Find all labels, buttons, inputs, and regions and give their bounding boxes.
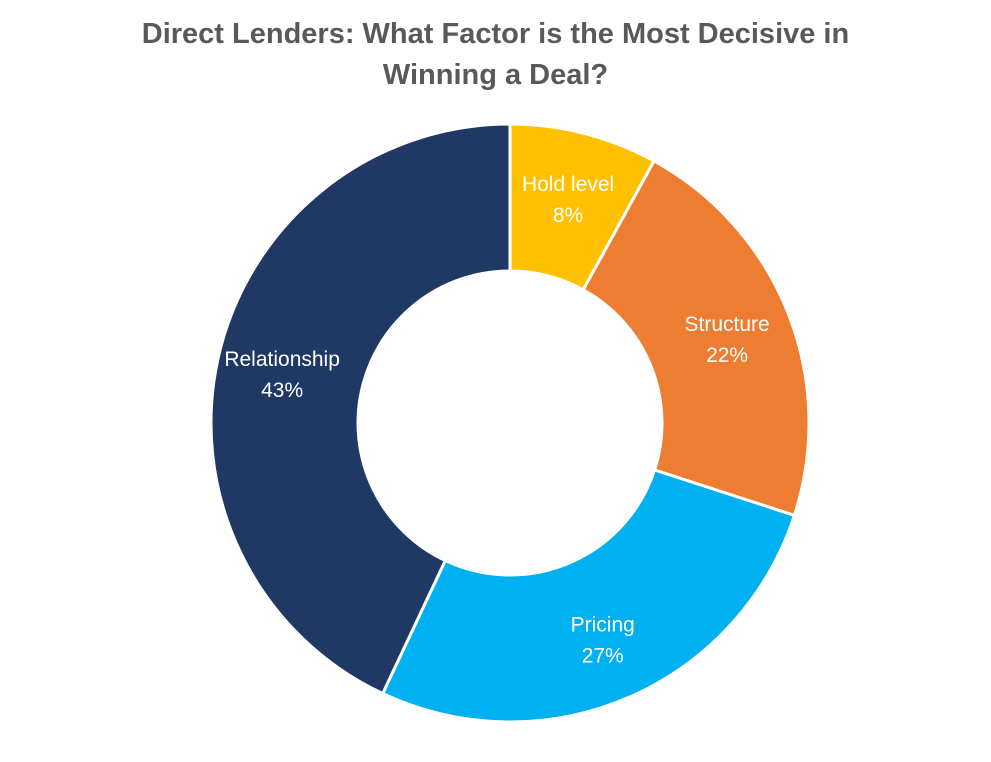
slice-label-relationship: Relationship 43%	[224, 348, 340, 402]
slice-category-hold-level: Hold level	[522, 173, 614, 196]
slice-value-pricing: 27%	[582, 644, 624, 667]
slice-category-pricing: Pricing	[571, 613, 635, 636]
slice-label-structure: Structure 22%	[685, 313, 770, 367]
slice-category-relationship: Relationship	[224, 348, 340, 371]
slice-pricing	[380, 468, 797, 724]
chart-title: Direct Lenders: What Factor is the Most …	[0, 14, 991, 96]
slice-value-structure: 22%	[706, 344, 748, 367]
slice-label-hold-level: Hold level 8%	[522, 173, 614, 227]
donut-labels: Hold level 8% Structure 22% Pricing 27% Relati…	[224, 173, 769, 667]
slice-structure	[581, 158, 811, 518]
slice-value-hold-level: 8%	[553, 204, 583, 227]
chart-title-line-1: Direct Lenders: What Factor is the Most …	[141, 18, 850, 50]
slice-value-relationship: 43%	[261, 379, 303, 402]
slice-category-structure: Structure	[685, 313, 770, 336]
slice-label-pricing: Pricing 27%	[571, 613, 635, 667]
donut-slices	[209, 122, 811, 724]
chart-title-line-2: Winning a Deal?	[382, 59, 609, 91]
slice-relationship	[209, 122, 512, 696]
